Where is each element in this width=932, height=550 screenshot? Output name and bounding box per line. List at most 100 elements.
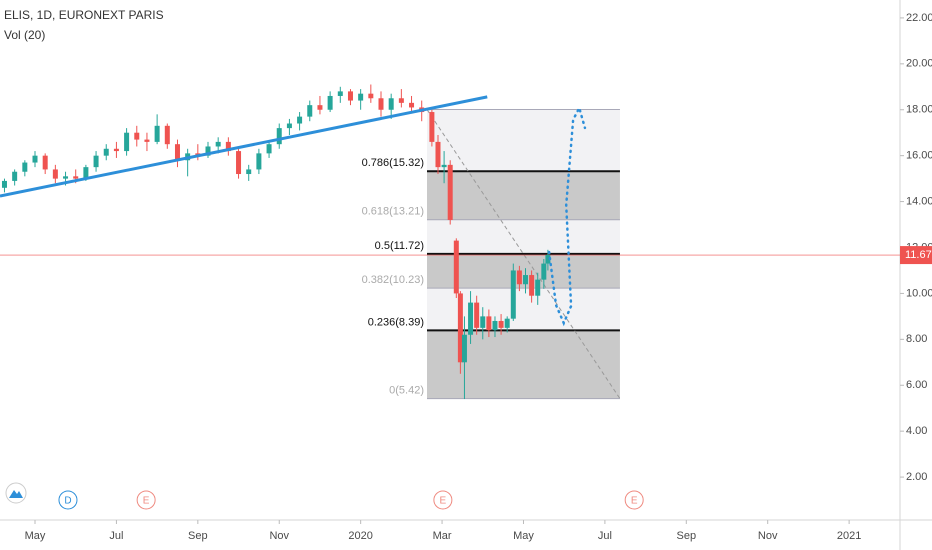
candle-body	[73, 176, 79, 179]
event-marker[interactable]	[433, 490, 453, 510]
candle-body	[266, 144, 272, 154]
candle-body	[545, 255, 551, 264]
event-marker[interactable]	[136, 490, 156, 510]
candle-body	[63, 176, 69, 179]
candle-body	[388, 98, 394, 110]
candle-body	[510, 270, 516, 319]
x-tick-label: Nov	[269, 530, 289, 542]
candle-body	[516, 270, 522, 285]
candle-body	[461, 334, 467, 363]
fib-band	[427, 330, 620, 399]
x-tick-label: Sep	[677, 530, 697, 542]
fib-trend-diagonal	[426, 109, 621, 399]
fib-band	[427, 109, 620, 172]
candle-body	[358, 93, 364, 101]
candle-body	[453, 240, 459, 294]
y-tick-label: 20.00	[906, 58, 932, 70]
candle-body	[225, 141, 231, 152]
candle-body	[276, 128, 282, 145]
candle-body	[368, 93, 374, 99]
candle-body	[93, 155, 99, 168]
fib-level-label: 0.618(13.21)	[362, 206, 424, 218]
event-label[interactable]: E	[440, 496, 447, 507]
fib-level-label: 0(5.42)	[389, 384, 424, 396]
trendline	[0, 95, 488, 198]
last-price-box	[900, 246, 932, 265]
candle-body	[535, 279, 541, 296]
candle-body	[32, 155, 38, 163]
candle-body	[317, 105, 323, 110]
fib-band	[427, 219, 620, 254]
candle-body	[12, 171, 18, 181]
candle-body	[42, 155, 48, 170]
y-tick-label: 16.00	[906, 150, 932, 162]
candle-body	[347, 91, 353, 101]
fib-band	[427, 171, 620, 220]
x-tick-label: Nov	[758, 530, 778, 542]
candle-body	[492, 320, 498, 331]
candle-body	[154, 125, 160, 142]
candle-body	[523, 275, 529, 285]
fib-level-label: 0.236(8.39)	[368, 316, 424, 328]
candle-body	[103, 148, 109, 156]
candle-body	[52, 169, 58, 179]
event-marker[interactable]	[624, 490, 644, 510]
candle-body	[164, 125, 170, 145]
candle-body	[441, 164, 447, 168]
candle-body	[504, 318, 510, 328]
x-tick-label: Jul	[598, 530, 612, 542]
candle-body	[307, 105, 313, 117]
candle-body	[22, 162, 28, 172]
y-tick-label: 2.00	[906, 471, 927, 483]
candle-body	[447, 164, 453, 220]
candle-body	[286, 123, 292, 129]
logo[interactable]	[5, 482, 27, 504]
fib-level-label: 0.786(15.32)	[362, 157, 424, 169]
volume-label: Vol (20)	[4, 28, 45, 42]
candle-body	[498, 320, 504, 328]
event-label[interactable]: D	[64, 496, 71, 507]
candle-body	[83, 167, 89, 179]
candle-body	[474, 302, 480, 328]
x-tick-label: Sep	[188, 530, 208, 542]
y-tick-label: 4.00	[906, 425, 927, 437]
y-tick-label: 6.00	[906, 379, 927, 391]
candle-body	[256, 153, 262, 170]
candle-body	[134, 132, 140, 140]
candle-body	[246, 169, 252, 175]
y-tick-label: 18.00	[906, 104, 932, 116]
candle-body	[205, 146, 211, 156]
candle-body	[435, 141, 441, 168]
candle-body	[236, 151, 242, 175]
event-label[interactable]: E	[143, 496, 150, 507]
candle-body	[409, 102, 415, 108]
candle-body	[378, 98, 384, 110]
fib-level-label: 0.382(10.23)	[362, 274, 424, 286]
symbol-title: ELIS, 1D, EURONEXT PARIS	[4, 8, 164, 22]
x-tick-label: Jul	[109, 530, 123, 542]
y-tick-label: 10.00	[906, 287, 932, 299]
logo-icon[interactable]	[9, 490, 23, 498]
candle-body	[327, 95, 333, 110]
event-marker[interactable]	[58, 490, 78, 510]
x-tick-label: May	[513, 530, 534, 542]
candle-body	[486, 316, 492, 331]
candle-body	[174, 144, 180, 161]
y-tick-label: 14.00	[906, 195, 932, 207]
projection-path	[547, 104, 587, 327]
candle-body	[480, 316, 486, 328]
x-tick-label: May	[25, 530, 46, 542]
candle-body	[457, 293, 463, 363]
candle-body	[144, 139, 150, 142]
x-tick-label: Mar	[433, 530, 452, 542]
candle-body	[113, 148, 119, 152]
candle-body	[297, 116, 303, 124]
candle-body	[429, 112, 435, 142]
candle-body	[124, 132, 130, 152]
candle-body	[1, 180, 7, 188]
candle-body	[468, 302, 474, 335]
event-label[interactable]: E	[631, 496, 638, 507]
last-price-label: 11.67	[905, 249, 932, 261]
x-tick-label: 2021	[837, 530, 861, 542]
